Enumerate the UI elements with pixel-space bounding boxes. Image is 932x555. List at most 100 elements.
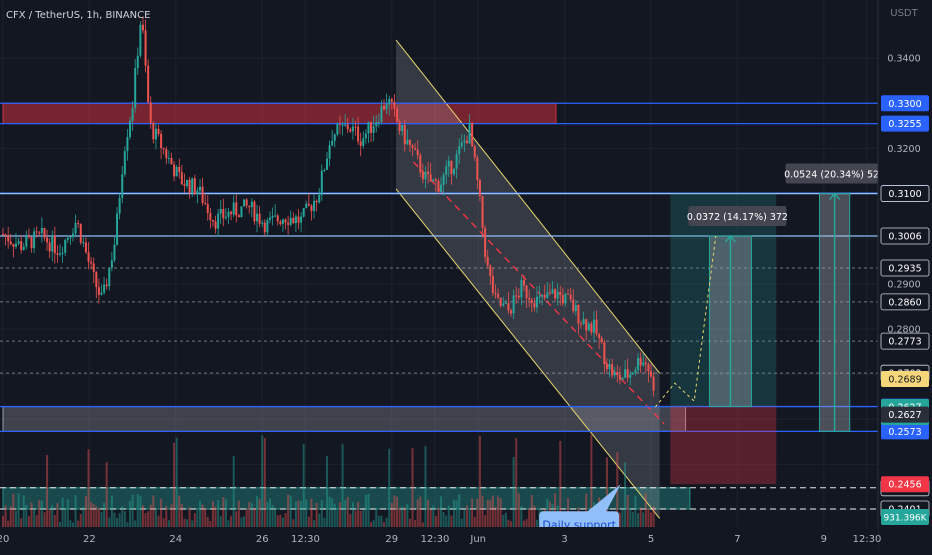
volume-bar <box>478 436 481 527</box>
volume-bar <box>590 434 593 527</box>
time-tick: 12:30 <box>853 534 882 545</box>
time-axis[interactable]: 20 22 24 26 12:30 29 12:30 Jun 3 5 7 9 12:30 <box>0 534 881 545</box>
candle-body <box>222 209 225 219</box>
candle-body <box>530 299 533 304</box>
position-tools[interactable]: 0.0372 (14.17%) 372 0.0524 (20.34%) 524 <box>654 163 885 485</box>
candle-body <box>157 128 160 134</box>
candle-body <box>338 124 341 126</box>
volume-bar <box>33 508 36 527</box>
candle-body <box>408 139 411 146</box>
volume-bar <box>149 504 152 527</box>
volume-bar <box>180 504 183 527</box>
candle-body <box>357 126 360 142</box>
candle-body <box>437 180 440 192</box>
candle-body <box>580 323 583 325</box>
volume-bar <box>390 502 393 527</box>
candle-body <box>92 263 95 272</box>
time-tick: 26 <box>256 534 269 545</box>
projection-path[interactable] <box>654 235 717 408</box>
volume-bar <box>281 517 284 527</box>
candle-body <box>471 123 474 147</box>
channel-lower-line[interactable] <box>395 188 661 519</box>
candle-body <box>191 178 194 193</box>
volume-bar <box>90 501 93 527</box>
volume-bar <box>14 510 17 527</box>
volume-bar <box>144 512 147 527</box>
volume-bar <box>77 520 80 527</box>
candle-body <box>577 304 580 324</box>
volume-bar <box>97 507 100 527</box>
volume-bar <box>173 442 176 527</box>
candle-body <box>440 184 443 192</box>
volume-bar <box>40 500 43 527</box>
volume-bar <box>408 518 411 527</box>
candle-body <box>235 202 238 216</box>
candle-body <box>380 106 383 123</box>
volume-bar <box>372 520 375 527</box>
candle-body <box>108 267 111 287</box>
volume-bar <box>450 515 453 527</box>
volume-bar <box>473 516 476 527</box>
candle-body <box>201 186 204 204</box>
volume-bar <box>427 499 430 527</box>
candle-body <box>611 364 614 376</box>
descending-channel[interactable] <box>395 39 665 519</box>
candle-body <box>390 98 393 102</box>
candle-body <box>592 319 595 333</box>
volume-bar <box>243 516 246 527</box>
volume-bar <box>209 520 212 527</box>
candle-body <box>12 244 15 247</box>
candle-body <box>364 133 367 139</box>
volume-bar <box>110 495 113 527</box>
volume-bar <box>375 508 378 527</box>
volume-bar <box>35 515 38 527</box>
candle-body <box>326 158 328 170</box>
horizontal-levels[interactable] <box>0 102 878 510</box>
volume-bar <box>639 507 642 527</box>
volume-bar <box>38 500 41 527</box>
candle-body <box>455 153 458 169</box>
candle-body <box>564 293 567 304</box>
volume-bar <box>27 516 30 527</box>
candle-body <box>61 252 64 254</box>
candle-body <box>442 174 445 185</box>
candle-body <box>598 334 601 339</box>
volume-bar <box>53 515 56 527</box>
candle-body <box>605 363 608 369</box>
volume-bar <box>515 438 518 527</box>
position-profit-zone[interactable] <box>670 193 777 407</box>
volume-bar <box>465 505 468 527</box>
symbol-title: CFX / TetherUS, 1h, BINANCE <box>6 10 150 21</box>
candle-body <box>637 357 640 370</box>
volume-bar <box>56 503 59 527</box>
candle-body <box>644 362 647 365</box>
volume-bar <box>95 506 98 527</box>
volume-bar <box>160 498 163 527</box>
candle-body <box>287 222 290 225</box>
channel-midline[interactable] <box>412 161 665 425</box>
candle-body <box>183 184 186 186</box>
volume-bar <box>237 500 240 527</box>
volume-bar <box>370 522 373 527</box>
price-axis[interactable]: 0.3400 0.3200 0.2900 0.2800 0.3300 0.3255 0.31… <box>880 54 930 525</box>
volume-bar <box>141 505 144 527</box>
channel-upper-line[interactable] <box>395 39 661 374</box>
volume-bar <box>605 457 608 527</box>
position-stop-zone[interactable] <box>670 406 777 485</box>
candle-body <box>230 211 233 215</box>
time-tick: 29 <box>385 534 398 545</box>
price-badge-box <box>881 406 929 423</box>
candle-body <box>476 157 479 180</box>
volume-bar <box>118 513 121 527</box>
price-badge-0.3300: 0.3300 <box>888 99 921 110</box>
volume-bar <box>432 505 435 527</box>
volume-bar <box>279 514 282 527</box>
volume-bar <box>406 504 409 527</box>
volume-bar <box>268 498 271 527</box>
candle-body <box>315 200 318 203</box>
volume-bar <box>310 498 313 527</box>
candle-body <box>232 202 235 215</box>
volume-bar <box>222 496 225 527</box>
